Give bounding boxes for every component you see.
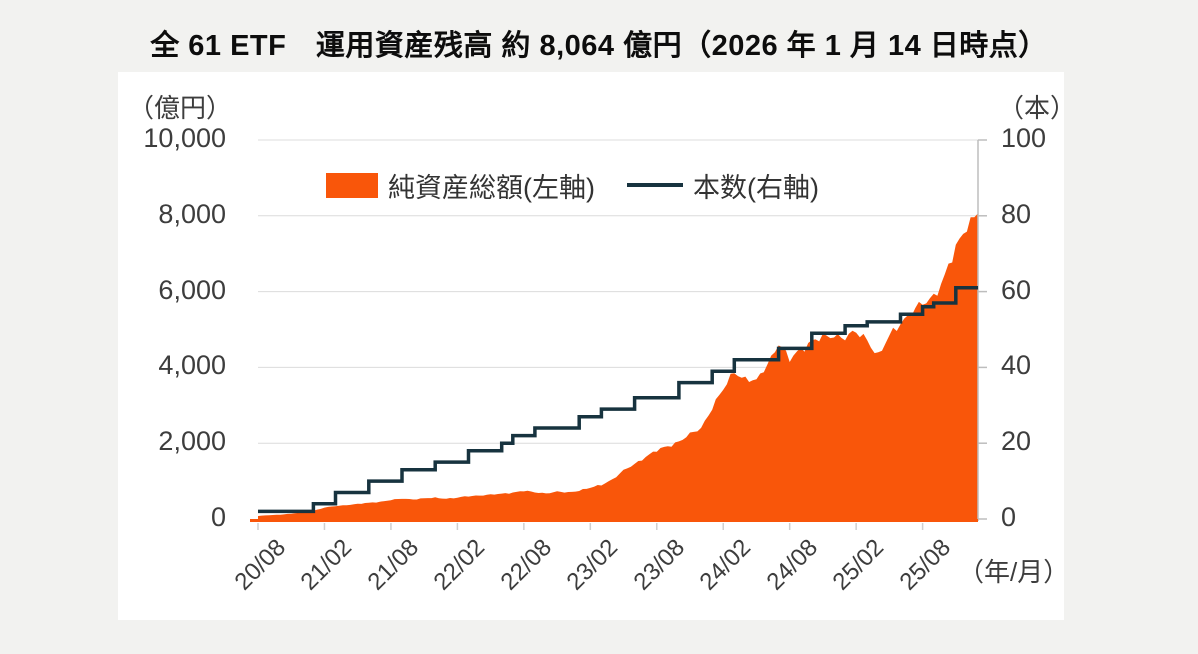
- x-axis-unit-label: （年/月）: [958, 557, 1070, 587]
- legend: 純資産総額(左軸) 本数(右軸): [326, 170, 819, 203]
- legend-line-label: 本数(右軸): [692, 172, 819, 203]
- right-axis-unit-label: （本）: [998, 93, 1077, 123]
- legend-area-label: 純資産総額(左軸): [388, 172, 595, 203]
- left-axis-unit-label: （億円）: [128, 93, 233, 123]
- legend-area-swatch: [326, 172, 378, 198]
- chart-title: 全 61 ETF 運用資産残高 約 8,064 億円（2026 年 1 月 14…: [150, 30, 1048, 62]
- legend-line-swatch: [626, 183, 683, 187]
